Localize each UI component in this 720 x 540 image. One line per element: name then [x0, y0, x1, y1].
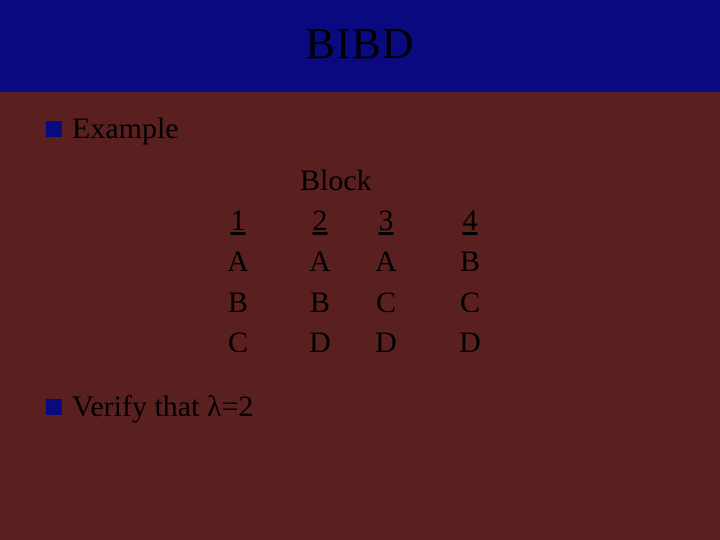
table-cell: C — [366, 283, 406, 324]
bullet-example: Example — [46, 112, 179, 146]
slide-title: BIBD — [0, 18, 720, 69]
slide: BIBD Example Block 1 A B C 2 A B D 3 A C… — [0, 0, 720, 540]
bullet-square-icon — [46, 399, 62, 415]
col-header: 2 — [300, 204, 340, 238]
col-header: 4 — [450, 204, 490, 238]
table-col-3: 3 A C D — [366, 204, 406, 364]
table-label: Block — [300, 164, 372, 198]
table-col-4: 4 B C D — [450, 204, 490, 364]
table-cell: A — [300, 242, 340, 283]
col-header: 3 — [366, 204, 406, 238]
table-col-2: 2 A B D — [300, 204, 340, 364]
table-col-1: 1 A B C — [218, 204, 258, 364]
col-header: 1 — [218, 204, 258, 238]
title-band: BIBD — [0, 0, 720, 92]
table-cell: D — [450, 323, 490, 364]
table-cell: A — [218, 242, 258, 283]
bullet-square-icon — [46, 121, 62, 137]
table-cell: D — [300, 323, 340, 364]
table-cell: C — [218, 323, 258, 364]
table-cell: B — [300, 283, 340, 324]
table-cell: B — [218, 283, 258, 324]
table-cell: D — [366, 323, 406, 364]
bullet-example-text: Example — [72, 112, 179, 146]
bullet-verify-text: Verify that λ=2 — [72, 390, 253, 424]
table-cell: A — [366, 242, 406, 283]
table-cell: C — [450, 283, 490, 324]
bullet-verify: Verify that λ=2 — [46, 390, 253, 424]
table-cell: B — [450, 242, 490, 283]
